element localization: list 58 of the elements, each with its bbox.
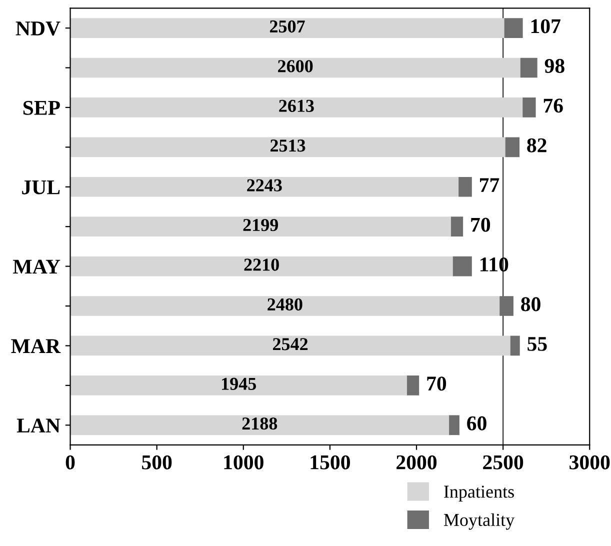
- bar: [70, 18, 504, 38]
- data-label: 80: [521, 297, 540, 312]
- bar: [70, 376, 407, 396]
- data-label: 2243: [247, 179, 282, 192]
- y-tick-label: NDV: [16, 22, 60, 36]
- bar: [510, 336, 520, 356]
- bar: [520, 58, 538, 78]
- bar: [505, 137, 520, 158]
- bar: [70, 336, 510, 356]
- y-tick-label: JUL: [22, 180, 60, 194]
- bar: [452, 256, 472, 276]
- data-label: 76: [544, 98, 563, 113]
- bar: [70, 137, 506, 158]
- data-label: 2507: [270, 20, 305, 33]
- bar: [458, 176, 472, 197]
- data-label: 2613: [279, 100, 314, 112]
- bar: [70, 256, 453, 276]
- bar: [70, 58, 520, 78]
- bar: [504, 18, 523, 38]
- data-label: 70: [471, 218, 490, 232]
- data-label: 2542: [273, 338, 308, 350]
- y-tick-label: LAN: [16, 418, 60, 432]
- x-tick-label: 2000: [396, 455, 437, 470]
- bar: [406, 376, 420, 396]
- bar: [70, 98, 523, 118]
- bar: [70, 415, 450, 436]
- data-label: 2480: [268, 298, 302, 311]
- bar: [522, 98, 536, 118]
- bar: [450, 216, 464, 237]
- bar: [449, 415, 460, 436]
- data-label: 2199: [243, 218, 278, 232]
- data-label: 77: [480, 178, 500, 192]
- x-tick-label: 500: [142, 455, 172, 470]
- x-tick-label: 1500: [310, 455, 350, 470]
- data-label: 1945: [222, 378, 256, 390]
- data-label: 82: [527, 138, 546, 152]
- x-tick-label: 3000: [570, 455, 610, 470]
- x-tick-label: 2500: [483, 455, 524, 470]
- y-tick-label: MAY: [13, 260, 60, 274]
- y-tick-label: SEP: [23, 100, 60, 115]
- x-tick-label: 1000: [224, 455, 264, 470]
- data-label: 60: [467, 416, 486, 430]
- bar: [500, 296, 514, 316]
- data-label: 55: [528, 337, 547, 351]
- bar: [70, 216, 451, 237]
- legend-label: Inpatients: [444, 486, 514, 502]
- data-label: 2210: [244, 258, 279, 271]
- data-label: 70: [427, 376, 446, 391]
- data-label: 107: [531, 19, 560, 34]
- bar: [70, 296, 500, 316]
- x-tick-label: 0: [66, 455, 75, 470]
- data-label: 2513: [270, 140, 306, 152]
- y-tick-label: MAR: [11, 339, 61, 353]
- data-label: 2188: [242, 417, 278, 430]
- data-label: 2600: [278, 60, 313, 72]
- data-label: 98: [544, 58, 564, 73]
- legend-label: Moytality: [444, 513, 515, 530]
- bar: [70, 176, 459, 197]
